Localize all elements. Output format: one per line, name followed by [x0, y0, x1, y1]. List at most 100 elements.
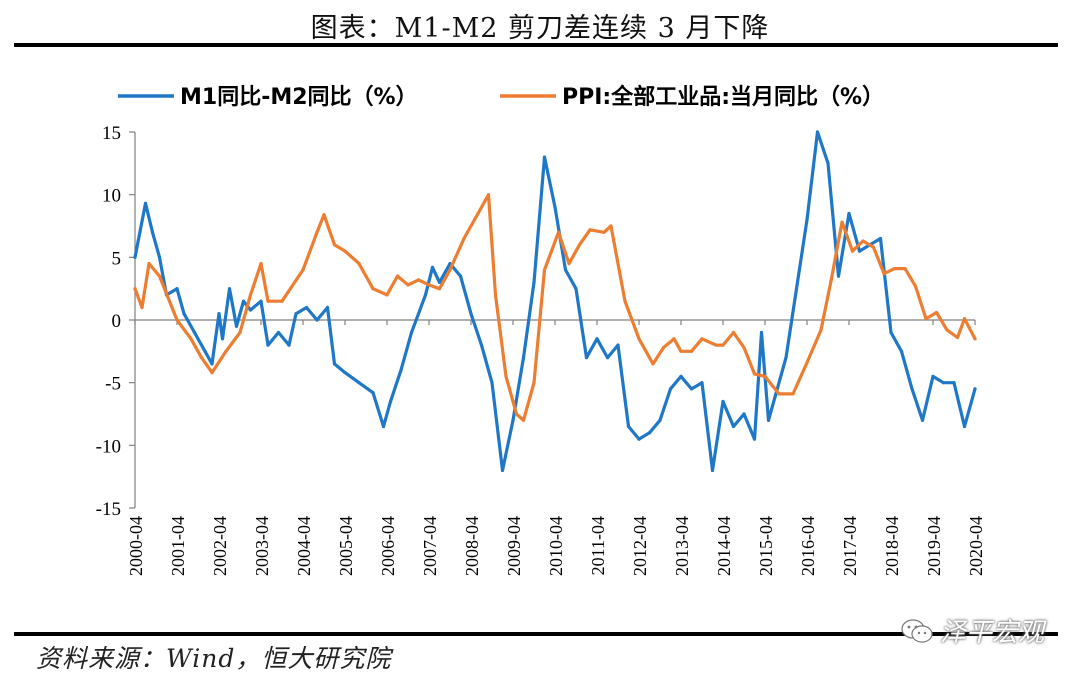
series-2-point	[829, 277, 834, 281]
series-2-point	[945, 328, 949, 332]
series-1-point	[626, 424, 631, 429]
x-tick-label: 2006-04	[378, 516, 398, 576]
series-2-point	[577, 243, 582, 247]
series-1-point	[847, 211, 851, 216]
series-2-point	[532, 381, 536, 385]
series-2-point	[199, 356, 204, 360]
series-2-point	[637, 337, 641, 341]
series-2-point	[395, 274, 400, 278]
series-1-point	[500, 468, 505, 472]
series-2-point	[840, 220, 844, 224]
series-1-point	[192, 330, 197, 335]
series-2-point	[416, 278, 421, 282]
series-2-point	[689, 349, 694, 353]
series-1-point	[294, 312, 298, 316]
series-2-point	[903, 267, 907, 271]
x-tick-label: 2003-04	[252, 516, 272, 576]
series-1-point	[287, 343, 291, 347]
series-1-point	[857, 249, 862, 253]
series-2-point	[777, 392, 781, 396]
series-2-point	[588, 228, 592, 232]
x-tick-label: 2000-04	[126, 516, 146, 576]
series-2-point	[542, 268, 547, 272]
series-1-point	[133, 255, 137, 259]
series-1-point	[542, 155, 547, 159]
series-1-point	[220, 337, 225, 341]
x-tick-label: 2002-04	[210, 516, 230, 576]
series-1-point	[234, 324, 239, 328]
series-2-point	[238, 330, 242, 335]
y-tick-label: 0	[112, 311, 122, 332]
x-tick-label: 2017-04	[840, 516, 860, 576]
x-tick-label: 2020-04	[966, 516, 986, 576]
x-tick-label: 2011-04	[588, 516, 608, 575]
series-1-point	[325, 305, 330, 310]
series-1-point	[658, 418, 662, 422]
series-1-point	[616, 343, 620, 347]
series-1-point	[766, 418, 771, 422]
series-2-point	[763, 374, 767, 378]
series-1-point	[227, 287, 232, 291]
series-1-point	[259, 299, 263, 303]
series-1-point	[143, 201, 148, 205]
series-2-point	[175, 318, 179, 322]
series-2-point	[315, 230, 319, 234]
series-2-point	[157, 274, 162, 278]
series-1-point	[266, 343, 270, 347]
series-1-point	[752, 437, 757, 441]
series-1-point	[962, 424, 967, 429]
series-1-point	[469, 312, 473, 316]
series-1-point	[941, 381, 946, 385]
chart-legend: M1同比-M2同比（%） PPI:全部工业品:当月同比（%）	[118, 84, 884, 110]
series-1-point	[437, 280, 442, 284]
series-1-point	[248, 308, 253, 312]
series-1-point	[304, 305, 309, 310]
series-1-point	[805, 218, 809, 222]
series-2-point	[714, 343, 718, 347]
series-2-point	[934, 310, 939, 315]
series-2-point	[406, 283, 410, 287]
series-2-point	[301, 268, 305, 272]
series-2-point	[567, 262, 571, 266]
series-1-point	[931, 374, 935, 378]
series-2-point	[504, 374, 508, 378]
series-2-point	[486, 193, 491, 197]
series-2-point	[819, 328, 823, 332]
series-1-point	[773, 393, 778, 397]
series-1-point	[381, 424, 386, 429]
series-1-point	[574, 287, 578, 291]
series-2-point	[679, 349, 683, 353]
x-tick-label: 2004-04	[294, 516, 314, 576]
series-1-point	[721, 399, 725, 404]
series-1-point	[430, 265, 435, 269]
series-2-point	[322, 213, 326, 217]
series-2-point	[955, 335, 960, 340]
series-1-point	[217, 312, 221, 316]
series-1-point	[759, 330, 764, 335]
series-2-point	[385, 293, 389, 297]
x-tick-label: 2015-04	[756, 516, 776, 576]
series-1	[133, 130, 977, 472]
legend-item-1: M1同比-M2同比（%）	[118, 85, 418, 110]
legend-label: PPI:全部工业品:当月同比（%）	[562, 84, 884, 110]
series-1-point	[910, 387, 914, 391]
series-1-point	[742, 412, 746, 416]
series-2-point	[892, 267, 897, 271]
series-2-point	[514, 412, 519, 416]
wechat-icon	[901, 618, 933, 643]
series-2-point	[147, 262, 151, 266]
y-tick-label: 15	[102, 123, 121, 144]
series-2-point	[248, 293, 253, 297]
series-1-point	[815, 130, 820, 134]
series-2-point	[133, 287, 137, 291]
watermark-text: 泽平宏观	[940, 618, 1045, 648]
series-1-point	[710, 468, 715, 472]
series-2-point	[791, 392, 795, 396]
series-2-point	[521, 418, 526, 422]
series-1-point	[458, 274, 463, 278]
series-1-point	[878, 236, 883, 241]
series-2-point	[556, 230, 561, 234]
series-2-point	[700, 337, 704, 341]
series-2-point	[437, 287, 442, 291]
x-tick-label: 2007-04	[420, 516, 440, 576]
